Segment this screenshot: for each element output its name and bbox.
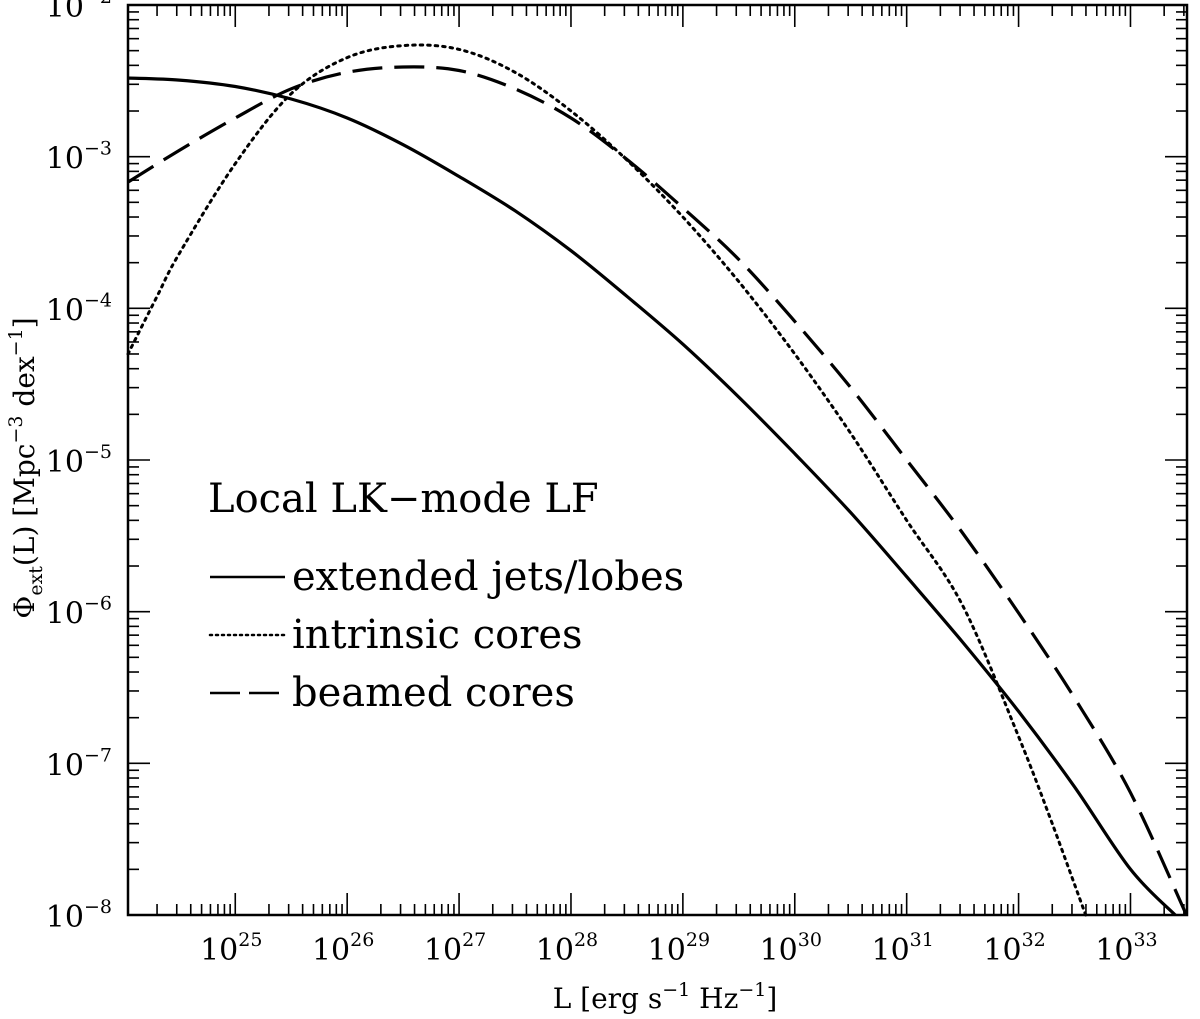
- y-tick-label: 10−5: [46, 441, 112, 480]
- legend-label: extended jets/lobes: [292, 554, 684, 600]
- x-tick-label: 1028: [536, 929, 598, 968]
- legend: Local LK−mode LF extended jets/lobes intr…: [208, 476, 684, 716]
- x-tick-label: 1025: [200, 929, 262, 968]
- y-tick-label: 10−6: [46, 593, 112, 632]
- plot-frame: [126, 3, 1189, 917]
- y-tick-label: 10−4: [46, 289, 112, 328]
- tick-labels: 1025 1026 1027 1028 1029 1030 1031 1032 1033 10−8…: [46, 0, 1158, 968]
- series-line-extended-jets-lobes: [127, 76, 1177, 917]
- y-tick-label: 10−2: [46, 0, 112, 25]
- x-tick-label: 1030: [760, 929, 822, 968]
- data-curves: [126, 43, 1188, 917]
- y-axis-label: Φext(L) [Mpc−3 dex−1]: [5, 317, 47, 618]
- y-tick-label: 10−8: [46, 896, 112, 935]
- y-tick-label: 10−3: [46, 138, 112, 177]
- x-tick-label: 1026: [312, 929, 374, 968]
- axis-ticks: [128, 4, 1187, 916]
- x-tick-label: 1029: [648, 929, 710, 968]
- x-tick-label: 1031: [871, 929, 933, 968]
- legend-label: intrinsic cores: [292, 612, 583, 658]
- x-tick-label: 1032: [983, 929, 1045, 968]
- y-tick-label: 10−7: [46, 744, 112, 783]
- series-line-beamed-cores: [127, 65, 1188, 916]
- x-tick-label: 1027: [424, 929, 486, 968]
- legend-title: Local LK−mode LF: [208, 476, 599, 522]
- legend-label: beamed cores: [292, 670, 575, 716]
- x-axis-label: L [erg s−1 Hz−1]: [553, 979, 778, 1015]
- x-tick-label: 1033: [1095, 929, 1157, 968]
